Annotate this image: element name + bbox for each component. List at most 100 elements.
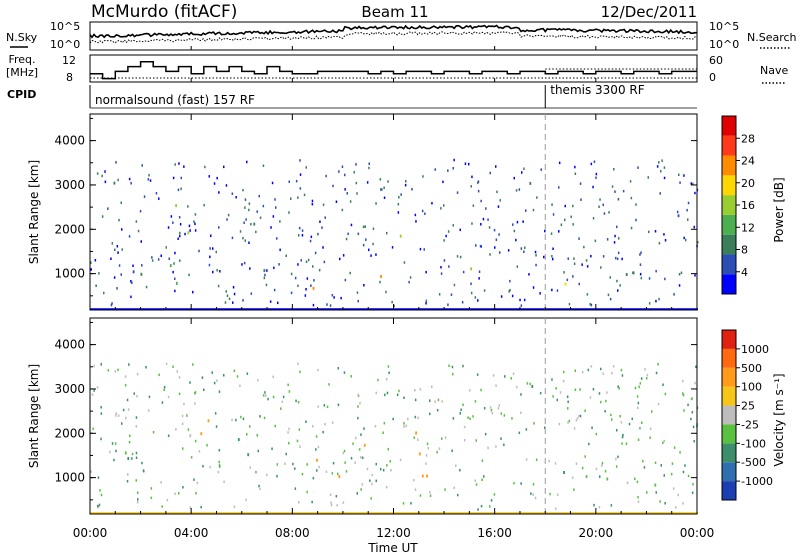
heatmap-cell: [394, 512, 396, 515]
heatmap-cell: [620, 368, 623, 372]
freq-tick-low: 8: [66, 71, 73, 84]
heatmap-cell: [228, 308, 230, 311]
heatmap-cell: [487, 218, 489, 221]
heatmap-cell: [472, 204, 475, 207]
heatmap-cell: [694, 512, 696, 515]
heatmap-cell: [319, 220, 321, 223]
heatmap-cell: [110, 257, 112, 260]
heatmap-cell: [311, 202, 314, 206]
heatmap-cell: [664, 239, 667, 242]
heatmap-cell: [525, 209, 527, 212]
heatmap-cell: [493, 493, 496, 496]
heatmap-cell: [682, 470, 685, 474]
velocity-panel-frame: [89, 317, 698, 515]
heatmap-cell: [307, 258, 310, 262]
heatmap-cell: [406, 512, 408, 515]
heatmap-cell: [608, 512, 610, 515]
heatmap-cell: [372, 227, 375, 230]
heatmap-cell: [288, 211, 290, 214]
heatmap-cell: [172, 365, 174, 368]
heatmap-cell: [556, 398, 558, 402]
heatmap-cell: [98, 272, 100, 275]
heatmap-cell: [403, 261, 406, 264]
heatmap-cell: [268, 512, 270, 515]
heatmap-cell: [659, 500, 661, 503]
heatmap-cell: [475, 439, 477, 442]
heatmap-cell: [386, 512, 388, 515]
heatmap-cell: [471, 222, 473, 225]
heatmap-cell: [648, 308, 650, 311]
heatmap-cell: [658, 308, 660, 311]
heatmap-cell: [590, 303, 593, 307]
heatmap-cell: [300, 308, 302, 311]
heatmap-cell: [100, 308, 102, 311]
heatmap-cell: [496, 512, 498, 515]
heatmap-cell: [563, 471, 565, 474]
heatmap-cell: [431, 385, 433, 388]
heatmap-cell: [615, 465, 618, 468]
heatmap-cell: [660, 308, 662, 311]
heatmap-cell: [386, 464, 388, 467]
heatmap-cell: [94, 308, 96, 311]
heatmap-cell: [128, 308, 130, 311]
heatmap-cell: [483, 289, 486, 292]
heatmap-cell: [590, 308, 592, 311]
heatmap-cell: [124, 451, 127, 455]
heatmap-cell: [534, 308, 536, 311]
heatmap-cell: [639, 253, 641, 256]
heatmap-cell: [366, 181, 369, 184]
heatmap-cell: [539, 292, 541, 295]
heatmap-cell: [414, 308, 416, 311]
heatmap-cell: [144, 512, 146, 515]
heatmap-cell: [646, 512, 648, 515]
heatmap-cell: [176, 370, 178, 373]
colorbar-tick-label: -100: [741, 437, 766, 450]
heatmap-cell: [475, 244, 477, 247]
heatmap-cell: [337, 403, 340, 407]
colorbar-tick-label: 100: [741, 381, 762, 394]
heatmap-cell: [316, 512, 318, 515]
heatmap-cell: [448, 308, 450, 311]
heatmap-cell: [528, 273, 530, 276]
heatmap-cell: [122, 408, 125, 412]
heatmap-cell: [287, 431, 289, 434]
heatmap-cell: [604, 410, 606, 413]
heatmap-cell: [125, 416, 127, 420]
heatmap-cell: [349, 200, 352, 203]
heatmap-cell: [168, 257, 170, 260]
heatmap-cell: [228, 512, 230, 515]
heatmap-cell: [299, 445, 301, 448]
heatmap-cell: [586, 308, 588, 311]
heatmap-cell: [574, 172, 577, 175]
heatmap-cell: [530, 512, 532, 515]
heatmap-cell: [430, 308, 432, 311]
heatmap-cell: [314, 308, 316, 311]
heatmap-cell: [508, 308, 510, 311]
heatmap-cell: [253, 222, 256, 226]
heatmap-cell: [530, 308, 532, 311]
heatmap-cell: [567, 400, 569, 404]
heatmap-cell: [504, 308, 506, 311]
heatmap-cell: [644, 308, 646, 311]
heatmap-cell: [532, 208, 535, 212]
heatmap-cell: [350, 512, 352, 515]
heatmap-cell: [248, 202, 251, 205]
heatmap-cell: [332, 512, 334, 515]
heatmap-cell: [350, 308, 352, 311]
heatmap-cell: [472, 415, 474, 418]
heatmap-cell: [491, 411, 494, 415]
heatmap-cell: [359, 456, 362, 459]
heatmap-cell: [440, 512, 442, 515]
heatmap-cell: [535, 254, 537, 257]
heatmap-cell: [178, 376, 181, 379]
heatmap-cell: [200, 308, 202, 311]
heatmap-cell: [321, 226, 323, 229]
heatmap-cell: [546, 512, 548, 515]
heatmap-cell: [484, 308, 486, 311]
heatmap-cell: [613, 241, 616, 244]
heatmap-cell: [128, 441, 131, 444]
heatmap-cell: [290, 291, 293, 295]
heatmap-cell: [392, 417, 394, 421]
heatmap-cell: [413, 436, 415, 439]
